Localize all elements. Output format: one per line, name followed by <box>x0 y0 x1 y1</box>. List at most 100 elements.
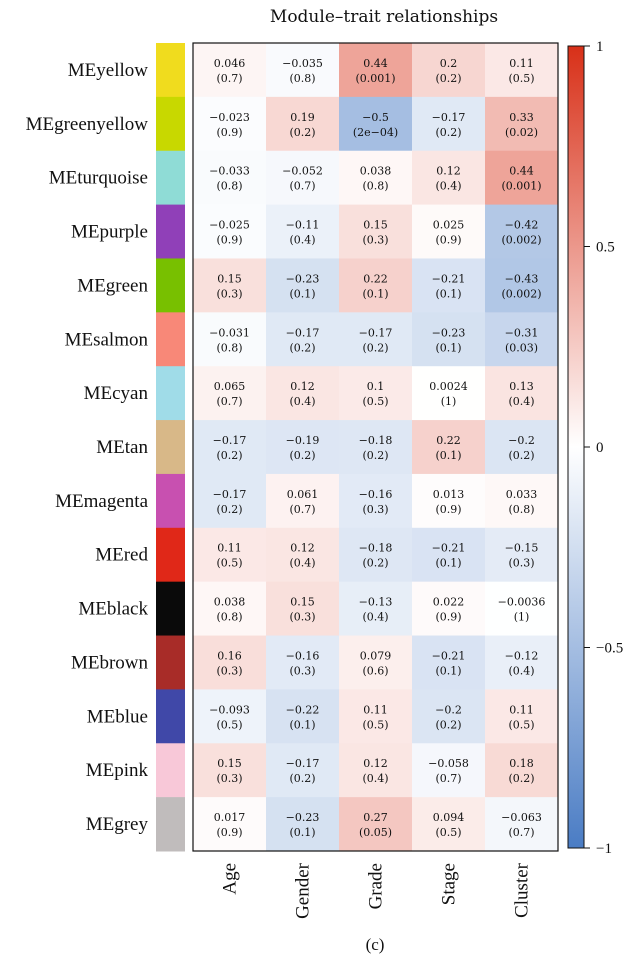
heatmap-cell <box>193 689 267 744</box>
heatmap-cell <box>412 635 486 690</box>
module-swatch <box>156 150 185 206</box>
cell-correlation: 0.44 <box>509 165 534 178</box>
cell-pvalue: (1) <box>514 611 530 624</box>
cell-pvalue: (0.9) <box>435 611 461 624</box>
cell-correlation: −0.18 <box>359 434 393 447</box>
heatmap-cell <box>193 797 267 852</box>
cell-correlation: 0.1 <box>367 380 385 393</box>
cell-pvalue: (0.1) <box>289 826 315 839</box>
column-label: Cluster <box>512 862 533 918</box>
heatmap-cell <box>193 258 267 313</box>
cell-correlation: −0.31 <box>505 326 539 339</box>
cell-correlation: 0.15 <box>363 219 388 232</box>
heatmap-cell <box>193 312 267 367</box>
cell-correlation: −0.43 <box>505 272 539 285</box>
heatmap-cell <box>266 689 340 744</box>
cell-correlation: −0.033 <box>209 165 250 178</box>
cell-pvalue: (0.1) <box>435 557 461 570</box>
cell-correlation: −0.23 <box>286 272 320 285</box>
cell-correlation: −0.058 <box>428 757 469 770</box>
heatmap-cell <box>485 366 559 421</box>
cell-pvalue: (0.1) <box>435 287 461 300</box>
cell-pvalue: (0.4) <box>289 234 315 247</box>
cell-correlation: −0.15 <box>505 542 539 555</box>
module-swatch <box>156 420 185 475</box>
colorbar-tick-label: −0.5 <box>596 641 623 657</box>
cell-pvalue: (0.9) <box>435 234 461 247</box>
row-label: MEblack <box>78 599 148 620</box>
heatmap-cell <box>193 473 267 529</box>
cell-correlation: −0.21 <box>432 649 466 662</box>
cell-correlation: 0.15 <box>217 272 242 285</box>
cell-pvalue: (0.5) <box>216 718 242 731</box>
row-label: MEbrown <box>71 652 149 673</box>
cell-correlation: 0.11 <box>363 703 388 716</box>
cell-pvalue: (0.7) <box>289 503 315 516</box>
heatmap-cell <box>266 635 340 690</box>
cell-correlation: 0.033 <box>506 488 538 501</box>
heatmap-cell <box>266 797 340 852</box>
heatmap-cell <box>485 797 559 852</box>
heatmap-cell <box>339 581 413 637</box>
cell-pvalue: (0.3) <box>362 234 388 247</box>
column-labels: Age Gender Grade Stage Cluster <box>220 862 533 919</box>
cell-pvalue: (0.2) <box>289 126 315 139</box>
heatmap-cell <box>266 420 340 475</box>
heatmap-cell <box>485 743 559 798</box>
cell-pvalue: (0.5) <box>362 718 388 731</box>
heatmap-cell <box>339 96 413 152</box>
heatmap-cell <box>339 420 413 475</box>
heatmap-cell <box>339 258 413 313</box>
cell-correlation: −0.031 <box>209 326 250 339</box>
heatmap-cell <box>193 527 267 583</box>
cell-pvalue: (0.5) <box>508 718 534 731</box>
cell-pvalue: (0.2) <box>435 718 461 731</box>
cell-pvalue: (0.1) <box>362 287 388 300</box>
module-swatch <box>156 258 185 313</box>
cell-correlation: 0.44 <box>363 57 388 70</box>
cell-correlation: −0.23 <box>432 326 466 339</box>
cell-pvalue: (0.05) <box>359 826 392 839</box>
heatmap-cell <box>485 581 559 637</box>
cell-pvalue: (0.2) <box>435 126 461 139</box>
cell-correlation: −0.2 <box>508 434 535 447</box>
cell-correlation: 0.12 <box>436 165 461 178</box>
cell-pvalue: (0.1) <box>435 449 461 462</box>
cell-correlation: 0.046 <box>214 57 246 70</box>
cell-correlation: 0.19 <box>290 111 315 124</box>
cell-pvalue: (0.7) <box>216 72 242 85</box>
cell-pvalue: (0.2) <box>289 772 315 785</box>
row-label: MEpink <box>86 760 149 781</box>
cell-correlation: −0.19 <box>286 434 320 447</box>
cell-pvalue: (0.9) <box>216 126 242 139</box>
row-label: MEgreen <box>77 275 148 296</box>
cell-correlation: 0.13 <box>509 380 534 393</box>
heatmap-cell <box>412 96 486 152</box>
heatmap-cell <box>339 527 413 583</box>
cell-correlation: −0.13 <box>359 596 393 609</box>
cell-pvalue: (0.2) <box>435 72 461 85</box>
row-label: MEcyan <box>84 383 149 404</box>
heatmap-cell <box>266 581 340 637</box>
row-label: MEgreenyellow <box>26 114 149 135</box>
heatmap-cell <box>266 312 340 367</box>
cell-correlation: −0.063 <box>501 811 542 824</box>
row-label: MEyellow <box>68 60 148 81</box>
cell-correlation: −0.2 <box>435 703 462 716</box>
cell-pvalue: (0.3) <box>289 664 315 677</box>
cell-pvalue: (0.3) <box>289 611 315 624</box>
heatmap-cell <box>412 581 486 637</box>
module-swatch <box>156 581 185 637</box>
heatmap-cell <box>339 635 413 690</box>
cell-correlation: −0.17 <box>286 757 320 770</box>
cell-pvalue: (0.5) <box>508 72 534 85</box>
cell-pvalue: (0.2) <box>362 557 388 570</box>
module-swatch <box>156 797 185 852</box>
module-swatch <box>156 43 185 98</box>
column-label: Stage <box>439 863 460 905</box>
heatmap-cell <box>193 420 267 475</box>
row-label: MEgrey <box>86 814 149 835</box>
cell-correlation: 0.11 <box>509 57 534 70</box>
cell-pvalue: (0.4) <box>435 180 461 193</box>
cell-pvalue: (0.8) <box>216 611 242 624</box>
